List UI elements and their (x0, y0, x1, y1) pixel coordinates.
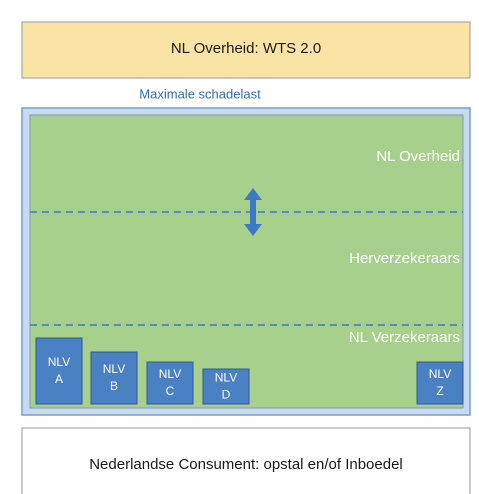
insurer-label: D (222, 388, 231, 402)
insurer-label: NLV (429, 367, 451, 381)
insurer-box (416, 361, 464, 405)
insurers: NLV A NLV B NLV C NLV D NLV Z (35, 337, 464, 405)
insurer-box (90, 351, 138, 405)
insurer-label: B (110, 379, 118, 393)
insurer-label: NLV (103, 362, 125, 376)
layer-label: Herverzekeraars (349, 250, 460, 267)
insurer-label: Z (436, 384, 443, 398)
insurer-label: A (55, 372, 63, 386)
layer-label: NL Verzekeraars (349, 329, 460, 346)
header-box (21, 21, 471, 79)
footer-title: Nederlandse Consument: opstal en/of Inbo… (89, 456, 403, 473)
insurer-label: NLV (48, 355, 70, 369)
insurer-box (146, 361, 194, 405)
header-title: NL Overheid: WTS 2.0 (171, 40, 321, 57)
insurer-box (35, 337, 83, 405)
max-label: Maximale schadelast (139, 86, 261, 101)
insurer-box (202, 368, 250, 405)
double-arrow (244, 188, 262, 236)
insurer-label: C (166, 384, 175, 398)
insurer-label: NLV (215, 371, 237, 385)
insurer-label: NLV (159, 367, 181, 381)
layer-label: NL Overheid (376, 148, 460, 165)
footer-box (21, 427, 471, 494)
